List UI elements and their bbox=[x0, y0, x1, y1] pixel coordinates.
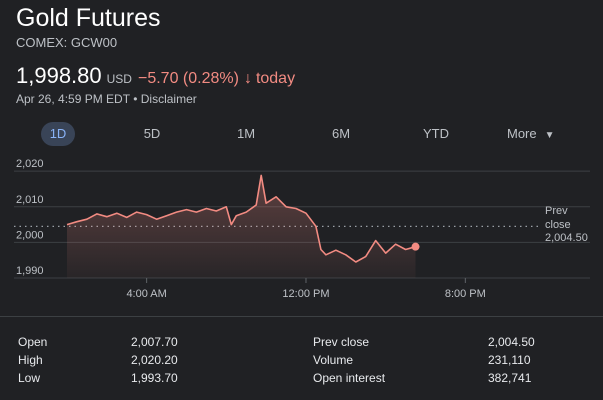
page-title: Gold Futures bbox=[16, 4, 161, 32]
range-selector: 1D 5D 1M 6M YTD More ▼ bbox=[0, 122, 603, 148]
stat-label: Open interest bbox=[313, 371, 386, 385]
price-line bbox=[66, 174, 416, 263]
prev-close-label-line2: close bbox=[545, 219, 571, 231]
price-meta: Apr 26, 4:59 PM EDT • Disclaimer bbox=[16, 92, 197, 106]
stat-label: Prev close bbox=[313, 335, 370, 349]
stat-row-low: Low 1,993.70 bbox=[18, 369, 218, 387]
y-tick-label: 1,990 bbox=[16, 265, 44, 277]
y-tick-label: 2,020 bbox=[16, 158, 44, 170]
change-period: today bbox=[255, 70, 296, 87]
current-price-dot bbox=[411, 242, 420, 251]
stat-value: 2,020.20 bbox=[131, 353, 178, 367]
range-tab-1m[interactable]: 1M bbox=[236, 126, 256, 141]
price-area-fill bbox=[67, 175, 416, 278]
disclaimer-link[interactable]: Disclaimer bbox=[140, 92, 197, 106]
prev-close-label-line1: Prev bbox=[545, 205, 568, 217]
x-tick-label: 8:00 PM bbox=[445, 288, 486, 300]
stat-value: 1,993.70 bbox=[131, 371, 178, 385]
stat-row-high: High 2,020.20 bbox=[18, 351, 218, 369]
stat-row-volume: Volume 231,110 bbox=[313, 351, 593, 369]
x-tick-label: 4:00 AM bbox=[126, 288, 166, 300]
more-label: More bbox=[507, 126, 537, 141]
stats-left: Open 2,007.70 High 2,020.20 Low 1,993.70 bbox=[18, 333, 218, 387]
range-tab-6m[interactable]: 6M bbox=[331, 126, 351, 141]
divider bbox=[0, 316, 603, 317]
x-tick-label: 12:00 PM bbox=[282, 288, 329, 300]
caret-down-icon: ▼ bbox=[544, 130, 555, 141]
y-tick-label: 2,010 bbox=[16, 194, 44, 206]
more-ranges-button[interactable]: More ▼ bbox=[507, 122, 555, 146]
stat-label: High bbox=[18, 353, 43, 367]
current-price: 1,998.80 bbox=[16, 63, 102, 88]
ticker-symbol: COMEX: GCW00 bbox=[16, 35, 118, 50]
prev-close-value: 2,004.50 bbox=[545, 232, 588, 244]
stat-row-prev-close: Prev close 2,004.50 bbox=[313, 333, 593, 351]
separator-dot: • bbox=[133, 92, 138, 106]
stat-label: Low bbox=[18, 371, 41, 385]
range-tab-1d[interactable]: 1D bbox=[41, 122, 75, 146]
stat-row-open-interest: Open interest 382,741 bbox=[313, 369, 593, 387]
arrow-down-icon: ↓ bbox=[243, 70, 252, 87]
price-change: −5.70 (0.28%) bbox=[137, 70, 239, 87]
stat-value: 382,741 bbox=[488, 371, 532, 385]
stat-label: Volume bbox=[313, 353, 354, 367]
stat-value: 231,110 bbox=[488, 353, 531, 367]
y-tick-label: 2,000 bbox=[16, 229, 44, 241]
stat-value: 2,007.70 bbox=[131, 335, 178, 349]
price-chart: 2,020 2,010 2,000 1,990 4:00 AM 12:00 PM 8:00… bbox=[14, 158, 590, 300]
currency-label: USD bbox=[106, 72, 132, 86]
stats-right: Prev close 2,004.50 Volume 231,110 Open … bbox=[313, 333, 593, 387]
stat-value: 2,004.50 bbox=[488, 335, 535, 349]
stat-label: Open bbox=[18, 335, 48, 349]
range-tab-5d[interactable]: 5D bbox=[143, 126, 161, 141]
timestamp: Apr 26, 4:59 PM EDT bbox=[16, 92, 130, 106]
stat-row-open: Open 2,007.70 bbox=[18, 333, 218, 351]
price-row: 1,998.80 USD −5.70 (0.28%) ↓ today bbox=[16, 63, 295, 89]
range-tab-ytd[interactable]: YTD bbox=[423, 126, 449, 141]
